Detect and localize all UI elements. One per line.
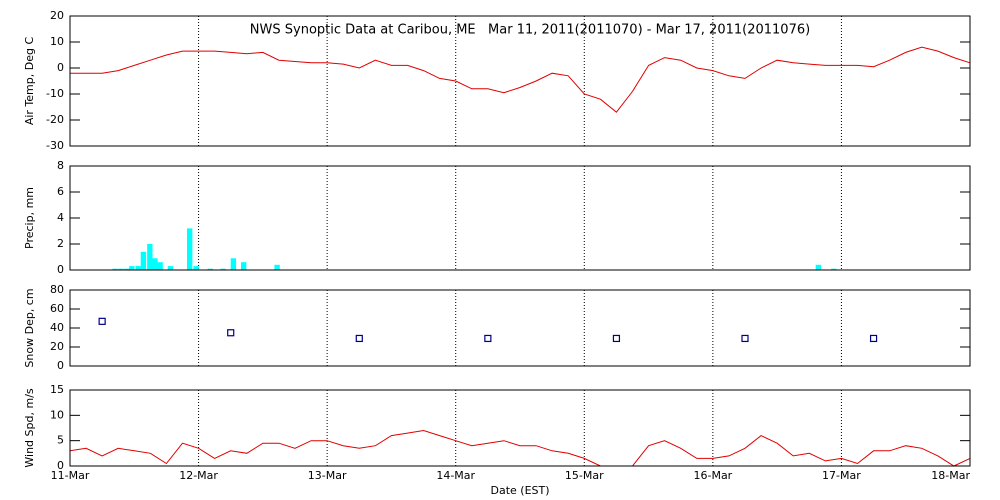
point [484, 334, 492, 343]
plot-frame [69, 165, 971, 271]
bar [152, 258, 158, 270]
bar [129, 266, 135, 270]
y-tick-label: -10 [46, 87, 64, 100]
line [69, 429, 971, 467]
bar [207, 268, 213, 270]
bar [124, 268, 130, 270]
bar [193, 266, 199, 270]
point [869, 334, 878, 343]
bar [241, 262, 247, 270]
y-tick-label: 0 [57, 61, 64, 74]
bar [118, 268, 124, 270]
plot-frame [69, 15, 971, 147]
x-tick-label: 12-Mar [179, 469, 218, 482]
y-axis-label: Precip, mm [23, 187, 36, 249]
x-tick-label: 17-Mar [822, 469, 861, 482]
chart-title: NWS Synoptic Data at Caribou, ME Mar 11,… [250, 23, 810, 38]
point [612, 334, 621, 343]
y-tick-label: 10 [50, 408, 64, 421]
y-tick-label: 0 [57, 359, 64, 372]
x-axis-label: Date (EST) [490, 484, 549, 497]
x-tick-label: 14-Mar [436, 469, 475, 482]
y-tick-label: 2 [57, 237, 64, 250]
bar [112, 268, 118, 270]
bar [157, 262, 163, 270]
bar [140, 251, 147, 270]
y-axis-label: Wind Spd, m/s [23, 388, 36, 468]
bar [135, 266, 141, 270]
bar [147, 244, 153, 270]
y-tick-label: 6 [57, 185, 64, 198]
x-tick-label: 13-Mar [308, 469, 347, 482]
x-tick-label: 11-Mar [51, 469, 90, 482]
y-axis-label: Snow Dep, cm [23, 288, 36, 367]
point [741, 334, 749, 343]
y-tick-label: 80 [50, 283, 64, 296]
x-tick-label: 16-Mar [693, 469, 732, 482]
bar [167, 266, 174, 270]
bar [274, 264, 280, 270]
point [98, 317, 106, 325]
bar [230, 258, 237, 270]
plot-frame [69, 389, 971, 467]
y-axis-label: Air Temp, Deg C [23, 37, 36, 126]
y-tick-label: 20 [50, 340, 64, 353]
x-tick-label: 15-Mar [565, 469, 604, 482]
bar [187, 228, 193, 270]
line [70, 46, 971, 113]
y-tick-label: 10 [50, 35, 64, 48]
y-tick-label: 8 [57, 159, 64, 172]
point [355, 334, 363, 343]
bar [815, 264, 822, 270]
y-tick-label: 15 [50, 383, 64, 396]
y-tick-label: 60 [50, 302, 64, 315]
y-tick-label: -20 [46, 113, 64, 126]
y-tick-label: -30 [46, 139, 64, 152]
bar [831, 268, 837, 270]
y-tick-label: 4 [57, 211, 64, 224]
x-tick-label: 18-Mar [931, 469, 970, 482]
point [227, 329, 235, 337]
bar [220, 268, 226, 270]
y-tick-label: 20 [50, 9, 64, 22]
y-tick-label: 0 [57, 263, 64, 276]
y-tick-label: 40 [50, 321, 64, 334]
y-tick-label: 0 [57, 459, 64, 472]
plot-frame [69, 289, 971, 367]
y-tick-label: 5 [57, 434, 64, 447]
